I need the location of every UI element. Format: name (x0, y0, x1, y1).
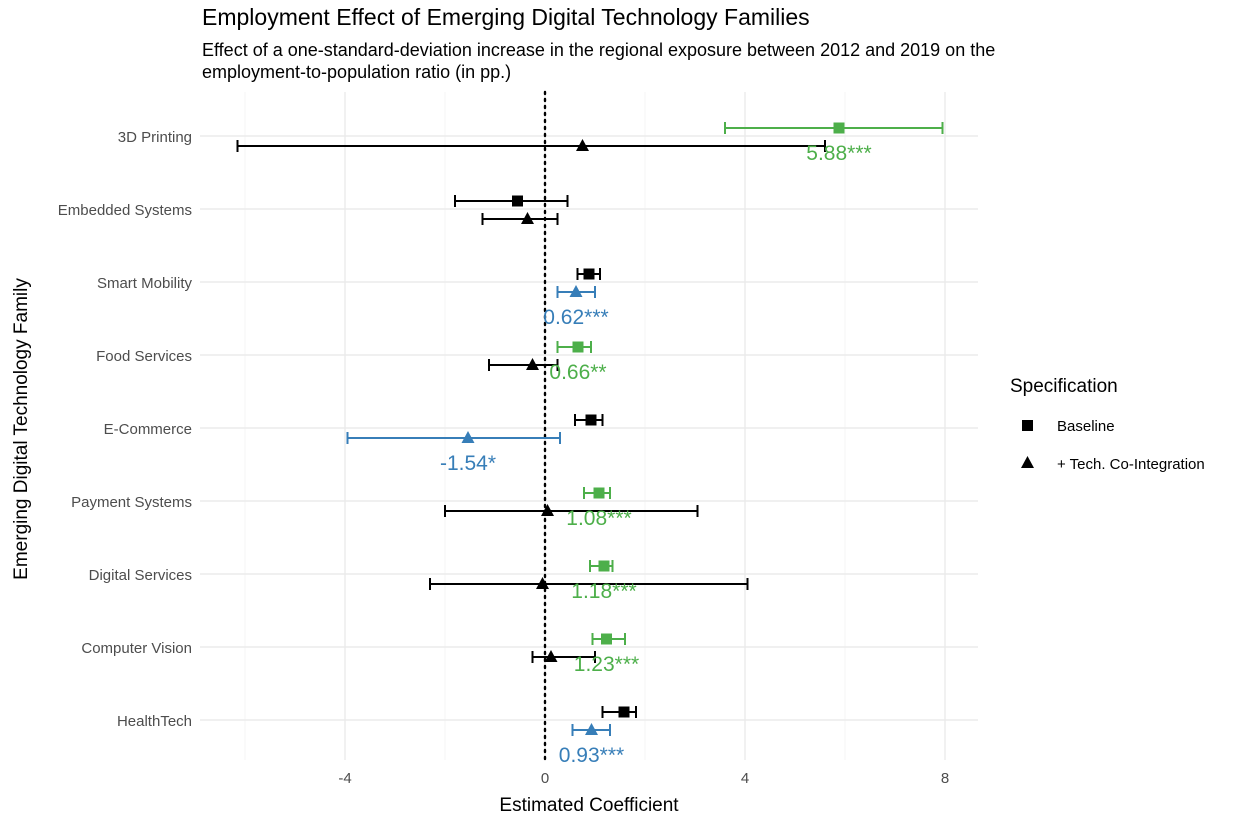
point-baseline (601, 633, 612, 645)
point-co-integration (585, 723, 598, 735)
data-label: 0.93*** (559, 744, 624, 767)
y-tick-label: Food Services (96, 348, 192, 365)
y-tick-label: Computer Vision (81, 640, 192, 657)
point-baseline (512, 195, 523, 207)
y-tick-label: Digital Services (89, 567, 192, 584)
y-axis-title: Emerging Digital Technology Family (11, 278, 32, 580)
legend: Specification Baseline + Tech. Co-Integr… (1010, 376, 1205, 473)
x-axis-title: Estimated Coefficient (499, 795, 679, 816)
legend-label-co-integration: + Tech. Co-Integration (1057, 456, 1205, 473)
chart-title: Employment Effect of Emerging Digital Te… (202, 4, 810, 30)
chart-subtitle-line-1: Effect of a one-standard-deviation incre… (202, 40, 995, 60)
y-tick-label: 3D Printing (118, 129, 192, 146)
point-baseline (618, 706, 630, 718)
legend-title: Specification (1010, 376, 1118, 397)
chart-subtitle-line-2: employment-to-population ratio (in pp.) (202, 62, 511, 82)
data-label: 1.18*** (571, 580, 636, 603)
y-tick-label: Payment Systems (71, 494, 192, 511)
x-tick-label: -4 (338, 770, 351, 787)
point-co-integration (521, 212, 534, 224)
point-co-integration (569, 285, 583, 297)
point-co-integration (536, 577, 549, 589)
data-label: -1.54* (440, 452, 496, 475)
point-baseline (593, 487, 605, 499)
point-co-integration (544, 650, 558, 662)
point-co-integration (526, 358, 539, 370)
annotations: 5.88*** 0.66** 1.08*** 1.18*** 1.23*** 0.62**… (440, 142, 872, 767)
point-baseline (583, 268, 595, 280)
x-tick-label: 8 (941, 770, 949, 787)
y-tick-label: Smart Mobility (97, 275, 193, 292)
y-tick-label: HealthTech (117, 713, 192, 730)
point-baseline (598, 560, 610, 572)
y-tick-labels: 3D Printing Embedded Systems Smart Mobilit… (58, 129, 193, 730)
data-label: 0.62*** (543, 306, 608, 329)
data-label: 5.88*** (806, 142, 871, 165)
y-tick-label: Embedded Systems (58, 202, 192, 219)
x-tick-labels: -4 0 4 8 (338, 770, 949, 787)
y-tick-label: E-Commerce (104, 421, 192, 438)
point-co-integration (541, 504, 554, 516)
data-label: 1.08*** (566, 507, 631, 530)
point-co-integration (461, 431, 475, 443)
point-baseline (572, 341, 584, 353)
point-baseline (833, 122, 845, 134)
legend-square-icon (1022, 420, 1033, 431)
chart-marks (236, 122, 944, 736)
legend-label-baseline: Baseline (1057, 418, 1115, 435)
data-label: 1.23*** (574, 653, 639, 676)
x-tick-label: 0 (541, 770, 549, 787)
x-tick-label: 4 (741, 770, 749, 787)
legend-triangle-icon (1021, 456, 1034, 468)
data-label: 0.66** (549, 361, 606, 384)
point-baseline (585, 414, 597, 426)
point-co-integration (576, 139, 589, 151)
